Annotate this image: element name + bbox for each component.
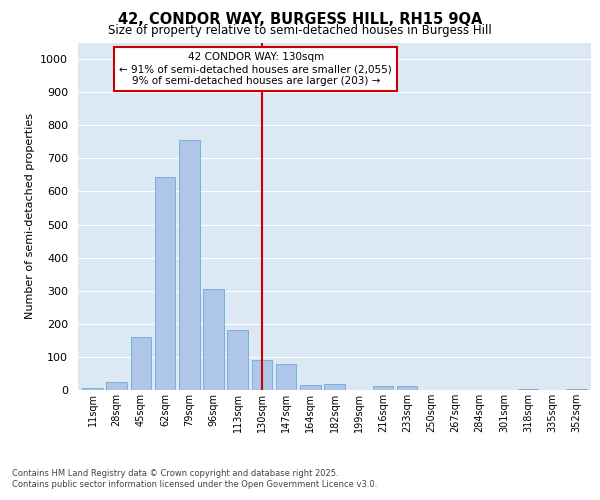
Bar xyxy=(397,386,418,390)
Text: Contains HM Land Registry data © Crown copyright and database right 2025.: Contains HM Land Registry data © Crown c… xyxy=(12,468,338,477)
Bar xyxy=(251,360,272,390)
Bar xyxy=(566,389,587,390)
Y-axis label: Number of semi-detached properties: Number of semi-detached properties xyxy=(25,114,35,320)
Text: 42, CONDOR WAY, BURGESS HILL, RH15 9QA: 42, CONDOR WAY, BURGESS HILL, RH15 9QA xyxy=(118,12,482,28)
Bar xyxy=(324,384,345,390)
Bar xyxy=(227,330,248,390)
Text: Size of property relative to semi-detached houses in Burgess Hill: Size of property relative to semi-detach… xyxy=(108,24,492,37)
Bar xyxy=(155,176,175,390)
Bar xyxy=(276,364,296,390)
Bar xyxy=(300,385,320,390)
Bar xyxy=(373,386,393,390)
Bar xyxy=(106,382,127,390)
Bar xyxy=(179,140,200,390)
Bar xyxy=(82,388,103,390)
Text: 42 CONDOR WAY: 130sqm
← 91% of semi-detached houses are smaller (2,055)
9% of se: 42 CONDOR WAY: 130sqm ← 91% of semi-deta… xyxy=(119,52,392,86)
Bar xyxy=(518,389,538,390)
Bar xyxy=(203,289,224,390)
Bar xyxy=(131,337,151,390)
Text: Contains public sector information licensed under the Open Government Licence v3: Contains public sector information licen… xyxy=(12,480,377,489)
